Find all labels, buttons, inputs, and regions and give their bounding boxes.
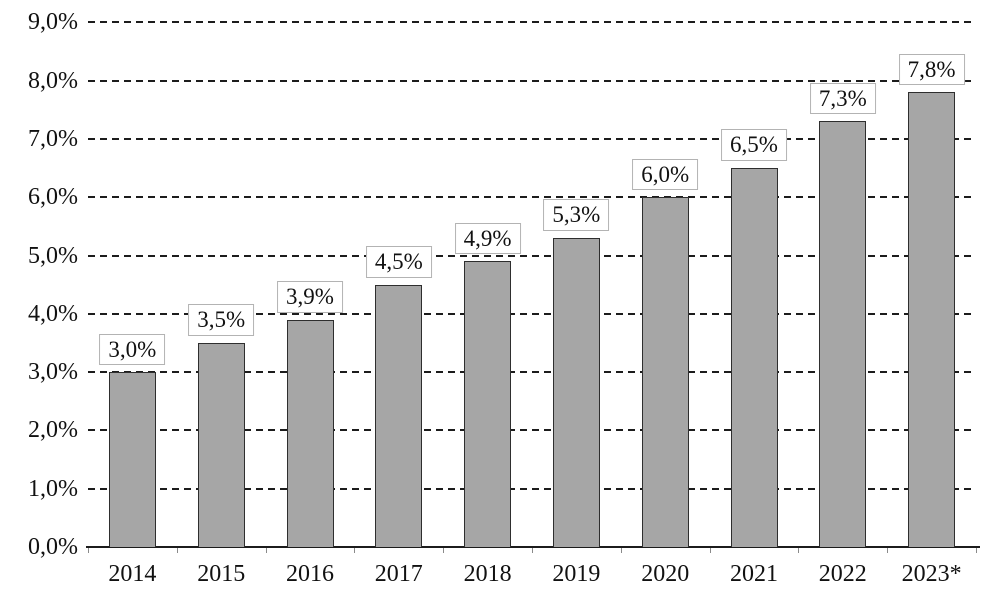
x-axis-tick-label: 2016	[286, 561, 334, 587]
bar-value-label: 4,5%	[365, 246, 432, 278]
bar-value-label: 3,0%	[99, 333, 166, 366]
x-axis-tick	[887, 548, 889, 553]
x-axis-tick-label: 2021	[730, 561, 778, 587]
x-axis-tick	[443, 548, 445, 553]
x-axis-tick	[354, 548, 356, 553]
y-axis-tick-label: 6,0%	[28, 184, 78, 211]
gridline	[88, 429, 976, 432]
y-axis-tick-label: 4,0%	[28, 300, 78, 327]
bar-2015	[197, 342, 245, 547]
y-axis-tick-label: 7,0%	[28, 125, 78, 152]
gridline	[88, 254, 976, 257]
x-axis-line	[86, 546, 980, 548]
bar-2020	[641, 197, 689, 547]
y-axis-tick-label: 0,0%	[28, 534, 78, 560]
x-axis-tick	[265, 548, 267, 553]
gridline	[88, 312, 976, 315]
bar-2017	[375, 284, 423, 547]
bar-2018	[464, 261, 512, 547]
x-axis-tick-label: 2018	[463, 561, 512, 587]
gridline	[88, 371, 976, 374]
x-axis-tick	[176, 548, 178, 553]
x-axis-tick-label: 2014	[108, 561, 157, 587]
bar-2019	[552, 238, 600, 547]
bar-value-label: 6,5%	[721, 129, 787, 162]
bar-value-label: 3,9%	[277, 281, 343, 313]
y-axis-tick-label: 1,0%	[28, 475, 78, 502]
y-axis-tick-label: 9,0%	[28, 9, 78, 36]
x-axis-tick	[976, 548, 977, 553]
gridline	[88, 137, 976, 140]
gridline	[88, 21, 976, 24]
x-axis-tick-label: 2023*	[901, 561, 962, 587]
x-axis-tick-label: 2022	[818, 561, 867, 587]
gridline	[88, 196, 976, 199]
x-axis-tick-label: 2017	[374, 561, 423, 587]
bar-2022	[819, 121, 867, 547]
y-axis-tick-label: 8,0%	[28, 67, 78, 94]
gridline	[88, 487, 976, 490]
bar-value-label: 3,5%	[188, 304, 255, 336]
bar-2014	[108, 372, 156, 547]
y-axis-tick-label: 5,0%	[28, 242, 78, 269]
x-axis-tick	[709, 548, 711, 553]
y-axis-tick-label: 3,0%	[28, 359, 78, 386]
bar-2021	[730, 168, 778, 547]
gridline	[88, 79, 976, 82]
x-axis-tick-label: 2019	[552, 561, 601, 587]
x-axis-tick-label: 2015	[197, 561, 246, 587]
bar-2023*	[908, 92, 956, 547]
bar-value-label: 4,9%	[454, 222, 521, 255]
y-axis-tick-label: 2,0%	[28, 417, 78, 444]
bar-value-label: 6,0%	[632, 158, 699, 191]
bar-value-label: 7,3%	[809, 82, 876, 115]
x-axis-tick	[88, 548, 89, 553]
x-axis-tick	[532, 548, 533, 553]
x-axis-tick	[620, 548, 622, 553]
bar-value-label: 5,3%	[543, 199, 610, 232]
bar-2016	[286, 319, 334, 547]
x-axis-tick-label: 2020	[641, 561, 690, 587]
bar-value-label: 7,8%	[898, 53, 965, 86]
x-axis-tick	[798, 548, 800, 553]
